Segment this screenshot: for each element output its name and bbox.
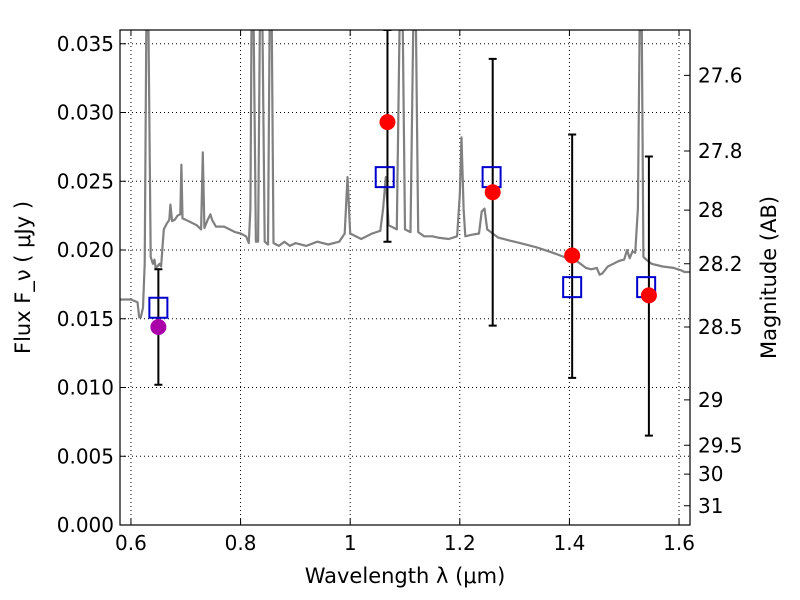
y2-tick-label: 27.6 xyxy=(698,63,743,87)
y2-tick-label: 29.5 xyxy=(698,433,743,457)
observed-point xyxy=(150,319,167,335)
plot-area xyxy=(120,30,690,525)
x-axis-ticks: 0.6 0.8 1 1.2 1.4 1.6 xyxy=(115,30,695,555)
y2-tick-label: 31 xyxy=(698,494,723,518)
model-point xyxy=(148,296,169,319)
y2-tick-label: 30 xyxy=(698,462,723,486)
x-tick-label: 1 xyxy=(344,531,357,555)
y2-tick-label: 28.2 xyxy=(698,252,743,276)
plot-frame xyxy=(119,29,691,526)
observed-point xyxy=(564,247,581,264)
y-tick-label: 0.030 xyxy=(57,101,114,125)
y2-tick-label: 27.8 xyxy=(698,139,743,163)
y2-tick-label: 28 xyxy=(698,198,723,222)
model-spectrum xyxy=(120,30,690,319)
spectrum-line xyxy=(120,30,690,319)
y-tick-label: 0.005 xyxy=(57,444,114,468)
y2-axis-ticks: 27.6 27.8 28 28.2 28.5 29 29.5 30 31 xyxy=(684,63,743,518)
y-tick-label: 0.025 xyxy=(57,169,114,193)
model-point xyxy=(562,276,583,299)
y-axis-label: Flux F_ν ( μJy ) xyxy=(11,201,36,354)
x-tick-label: 1.2 xyxy=(444,531,476,555)
model-point xyxy=(374,166,395,189)
observed-photometry-markers xyxy=(150,114,657,335)
y-tick-label: 0.015 xyxy=(57,307,114,331)
y-tick-label: 0.035 xyxy=(57,32,114,56)
observed-point xyxy=(379,114,396,131)
x-axis-label: Wavelength λ (μm) xyxy=(305,564,506,588)
y-tick-label: 0.000 xyxy=(57,513,114,537)
x-tick-label: 1.4 xyxy=(554,531,586,555)
y2-tick-label: 29 xyxy=(698,388,723,412)
x-tick-label: 1.6 xyxy=(663,531,695,555)
y-axis-ticks: 0.000 0.005 0.010 0.015 0.020 0.025 0.030 0.035 xyxy=(57,32,126,537)
y2-axis-label: Magnitude (AB) xyxy=(757,196,781,359)
y2-tick-label: 28.5 xyxy=(698,315,743,339)
y-tick-label: 0.010 xyxy=(57,376,114,400)
y-tick-label: 0.020 xyxy=(57,238,114,262)
x-tick-label: 0.6 xyxy=(115,531,147,555)
observed-point xyxy=(640,287,657,304)
observed-point xyxy=(484,184,501,201)
x-tick-label: 0.8 xyxy=(225,531,257,555)
